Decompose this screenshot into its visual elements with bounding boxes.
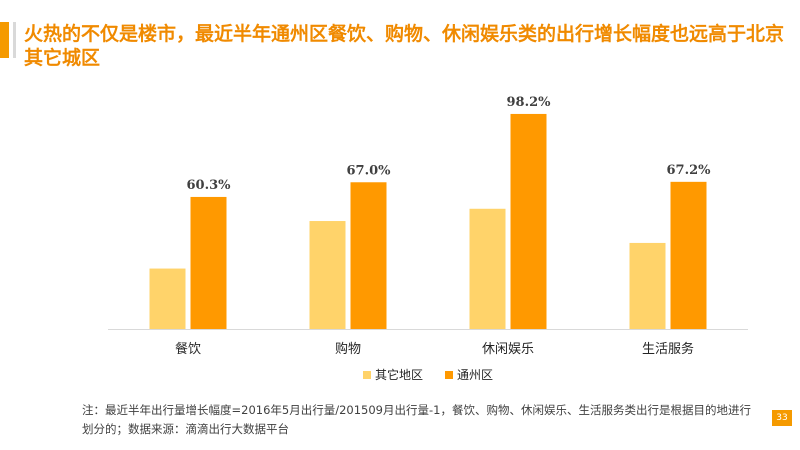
- data-label-2: 98.2%: [506, 95, 551, 110]
- category-label-1: 购物: [335, 341, 361, 357]
- data-label-3: 67.2%: [666, 163, 711, 178]
- legend-swatch-0: [363, 371, 371, 379]
- slide-title: 火热的不仅是楼市，最近半年通州区餐饮、购物、休闲娱乐类的出行增长幅度也远高于北京…: [24, 23, 785, 69]
- category-label-3: 生活服务: [642, 341, 694, 357]
- page-number: 33: [772, 410, 792, 426]
- accent-bar: [0, 22, 9, 58]
- bars-layer: [149, 113, 707, 329]
- bar-other-1: [309, 221, 346, 329]
- bar-other-2: [469, 208, 506, 329]
- legend: 其它地区 通州区: [363, 367, 493, 382]
- bar-tongzhou-0: [190, 196, 227, 329]
- bar-tongzhou-1: [350, 182, 387, 329]
- data-label-1: 67.0%: [346, 163, 391, 178]
- bar-other-0: [149, 268, 186, 329]
- legend-label-1: 通州区: [457, 368, 493, 382]
- data-label-0: 60.3%: [186, 178, 231, 193]
- category-label-0: 餐饮: [175, 341, 201, 357]
- legend-swatch-1: [445, 371, 453, 379]
- bar-tongzhou-3: [670, 181, 707, 329]
- bar-other-3: [629, 242, 666, 329]
- bar-tongzhou-2: [510, 113, 547, 329]
- accent-bar-divider: [13, 22, 16, 58]
- legend-label-0: 其它地区: [375, 367, 423, 382]
- footnote: 注：最近半年出行量增长幅度=2016年5月出行量/201509月出行量-1，餐饮…: [82, 403, 751, 436]
- category-label-2: 休闲娱乐: [482, 342, 534, 357]
- labels-layer: 60.3% 餐饮 67.0% 购物 98.2% 休闲娱乐 67.2% 生活服务: [175, 95, 711, 357]
